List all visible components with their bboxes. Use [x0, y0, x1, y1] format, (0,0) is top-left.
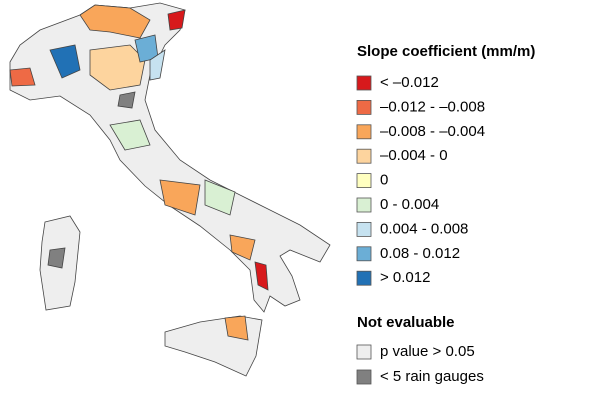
region-orange-north2	[89, 44, 146, 91]
region-blue	[49, 44, 81, 79]
legend-title: Slope coefficient (mm/m)	[357, 43, 535, 60]
legend-swatch	[356, 75, 372, 91]
region-orange-north	[79, 4, 151, 39]
legend-label: p value > 0.05	[380, 343, 475, 360]
legend-swatch	[356, 124, 372, 140]
region-orange-south	[229, 234, 256, 261]
legend-swatch	[356, 344, 372, 360]
region-lightblue	[149, 49, 166, 81]
region-red-south	[254, 261, 269, 291]
legend-label: < 5 rain gauges	[380, 368, 484, 385]
legend-label: –0.004 - 0	[380, 147, 448, 164]
legend-label: > 0.012	[380, 269, 430, 286]
legend-swatch	[356, 221, 372, 237]
region-grey	[117, 91, 136, 109]
region-orangered	[9, 67, 36, 87]
map	[9, 2, 331, 377]
legend-label: 0.08 - 0.012	[380, 245, 460, 262]
region-green	[109, 119, 151, 151]
legend-label: 0 - 0.004	[380, 196, 439, 213]
not-evaluable-title: Not evaluable	[357, 314, 455, 331]
sicily	[164, 315, 263, 377]
legend-swatch	[356, 369, 372, 385]
legend-swatch	[356, 173, 372, 189]
region-red-ne	[167, 9, 186, 31]
legend-label: 0.004 - 0.008	[380, 220, 468, 237]
legend-swatch	[356, 270, 372, 286]
region-orange-center	[159, 179, 201, 216]
legend-label: –0.012 - –0.008	[380, 98, 485, 115]
legend-swatch	[356, 197, 372, 213]
legend-swatch	[356, 148, 372, 164]
legend-label: < –0.012	[380, 74, 439, 91]
region-grey2	[47, 247, 66, 269]
legend-swatch	[356, 246, 372, 262]
region-green2	[204, 179, 236, 216]
region-orange-sicily	[224, 315, 249, 341]
mainland	[9, 2, 331, 313]
legend-label: –0.008 - –0.004	[380, 123, 485, 140]
legend-swatch	[356, 100, 372, 115]
legend-label: 0	[380, 172, 388, 189]
